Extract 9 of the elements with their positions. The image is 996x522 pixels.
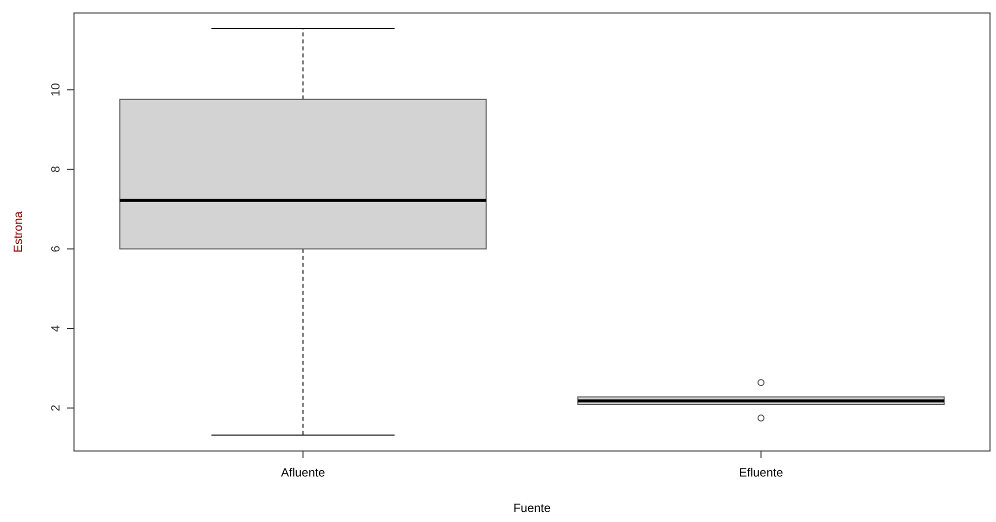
- x-tick-label: Efluente: [738, 466, 784, 480]
- x-tick-label: Afluente: [280, 466, 326, 480]
- x-axis-title: Fuente: [513, 501, 552, 515]
- y-tick-label: 6: [48, 245, 63, 252]
- y-tick-label: 2: [48, 404, 63, 412]
- y-axis-title: Estrona: [11, 211, 25, 253]
- y-tick-label: 10: [48, 82, 63, 96]
- y-tick-label: 4: [48, 324, 63, 332]
- y-tick-label: 8: [48, 166, 63, 173]
